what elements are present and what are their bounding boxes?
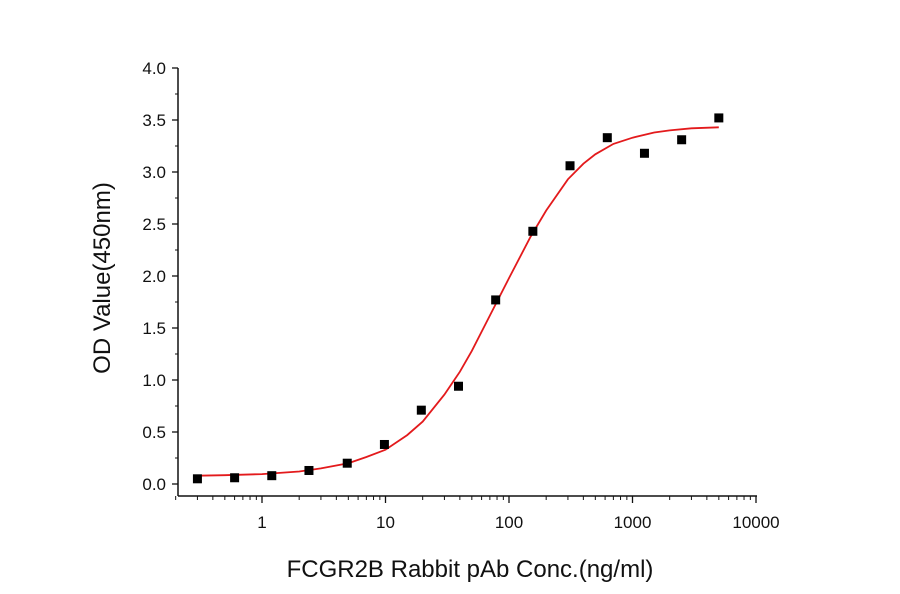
axes bbox=[177, 68, 757, 497]
x-tick-label: 10 bbox=[376, 513, 395, 532]
y-tick-label: 2.0 bbox=[142, 267, 166, 286]
data-point bbox=[304, 465, 314, 475]
data-point bbox=[379, 439, 389, 449]
y-tick-label: 1.5 bbox=[142, 319, 166, 338]
data-point bbox=[714, 113, 724, 123]
x-tick-label: 100 bbox=[495, 513, 523, 532]
y-tick-label: 4.0 bbox=[142, 59, 166, 78]
x-tick-label: 1000 bbox=[614, 513, 652, 532]
data-point bbox=[416, 405, 426, 415]
data-point bbox=[528, 226, 538, 236]
data-point bbox=[230, 473, 240, 483]
data-point bbox=[602, 133, 612, 143]
data-point bbox=[453, 381, 463, 391]
x-tick-label: 10000 bbox=[732, 513, 779, 532]
x-axis-ticks: 1 10 100 1000 10000 bbox=[175, 496, 780, 532]
y-tick-label: 0.5 bbox=[142, 423, 166, 442]
data-point bbox=[491, 295, 501, 305]
x-axis-title: FCGR2B Rabbit pAb Conc.(ng/ml) bbox=[287, 556, 654, 583]
y-tick-label: 1.0 bbox=[142, 371, 166, 390]
data-point bbox=[267, 471, 277, 481]
data-point bbox=[192, 474, 202, 484]
data-points-layer bbox=[192, 113, 724, 484]
data-point bbox=[342, 458, 352, 468]
fit-curve-layer bbox=[197, 126, 719, 477]
y-axis-ticks: 0.0 0.5 1.0 1.5 2.0 2.5 3.0 3.5 4.0 bbox=[142, 59, 178, 494]
y-tick-label: 3.0 bbox=[142, 163, 166, 182]
y-tick-label: 2.5 bbox=[142, 215, 166, 234]
y-tick-label: 0.0 bbox=[142, 475, 166, 494]
y-tick-label: 3.5 bbox=[142, 111, 166, 130]
x-tick-label: 1 bbox=[257, 513, 266, 532]
data-point bbox=[565, 161, 575, 171]
data-point bbox=[677, 135, 687, 145]
fit-curve-line bbox=[197, 126, 719, 477]
y-axis-title: OD Value(450nm) bbox=[89, 182, 116, 374]
data-point bbox=[639, 148, 649, 158]
